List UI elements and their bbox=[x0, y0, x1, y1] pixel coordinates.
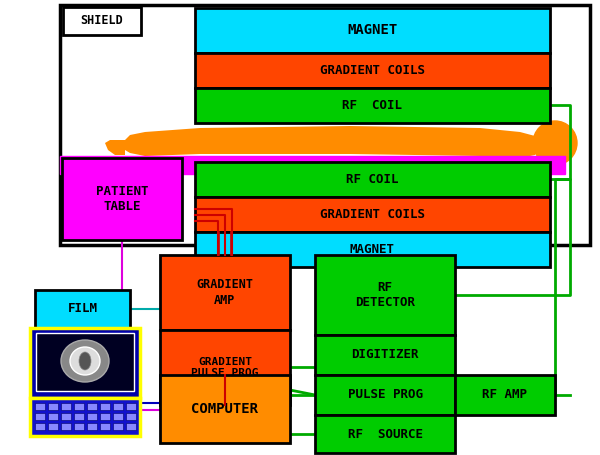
Text: RF COIL: RF COIL bbox=[346, 173, 399, 186]
Ellipse shape bbox=[61, 340, 109, 382]
Bar bbox=[160, 255, 290, 330]
Bar bbox=[30, 398, 140, 436]
Bar bbox=[35, 403, 45, 410]
Bar bbox=[113, 413, 123, 420]
Text: DIGITIZER: DIGITIZER bbox=[351, 349, 419, 362]
Text: MAGNET: MAGNET bbox=[347, 24, 398, 37]
Bar bbox=[315, 255, 455, 335]
Polygon shape bbox=[105, 140, 125, 155]
Circle shape bbox=[533, 121, 577, 165]
Bar bbox=[60, 5, 590, 245]
Text: RF  SOURCE: RF SOURCE bbox=[347, 428, 422, 440]
Text: SHIELD: SHIELD bbox=[80, 15, 124, 27]
Bar bbox=[74, 413, 84, 420]
Bar bbox=[100, 413, 110, 420]
Bar bbox=[61, 423, 71, 430]
Bar bbox=[61, 403, 71, 410]
Bar bbox=[48, 403, 58, 410]
Bar bbox=[35, 423, 45, 430]
Text: GRADIENT COILS: GRADIENT COILS bbox=[320, 64, 425, 77]
Bar bbox=[87, 423, 97, 430]
Bar bbox=[195, 53, 550, 88]
Bar bbox=[62, 158, 182, 240]
Bar bbox=[195, 88, 550, 123]
Bar bbox=[315, 335, 455, 375]
Text: GRADIENT
PULSE PROG: GRADIENT PULSE PROG bbox=[191, 357, 259, 378]
Bar bbox=[74, 423, 84, 430]
Text: PATIENT
TABLE: PATIENT TABLE bbox=[96, 185, 148, 213]
Text: RF AMP: RF AMP bbox=[482, 389, 527, 401]
Bar bbox=[60, 156, 565, 174]
Text: GRADIENT COILS: GRADIENT COILS bbox=[320, 208, 425, 221]
Polygon shape bbox=[125, 126, 540, 158]
Text: RF
DETECTOR: RF DETECTOR bbox=[355, 281, 415, 309]
Text: MAGNET: MAGNET bbox=[350, 243, 395, 256]
Bar bbox=[61, 413, 71, 420]
Bar bbox=[74, 403, 84, 410]
Bar bbox=[48, 423, 58, 430]
Text: COMPUTER: COMPUTER bbox=[191, 402, 259, 416]
Bar bbox=[160, 375, 290, 443]
Bar bbox=[48, 413, 58, 420]
Text: PULSE PROG: PULSE PROG bbox=[347, 389, 422, 401]
Bar bbox=[100, 403, 110, 410]
Bar bbox=[87, 413, 97, 420]
Bar bbox=[63, 7, 141, 35]
Bar bbox=[35, 290, 130, 328]
Bar bbox=[30, 328, 140, 398]
Bar bbox=[35, 413, 45, 420]
Bar bbox=[195, 232, 550, 267]
Bar bbox=[195, 197, 550, 232]
Bar bbox=[113, 423, 123, 430]
Bar bbox=[126, 413, 136, 420]
Bar bbox=[100, 423, 110, 430]
Bar bbox=[315, 375, 455, 415]
Bar bbox=[195, 162, 550, 197]
Bar bbox=[315, 415, 455, 453]
Ellipse shape bbox=[70, 347, 100, 375]
Bar bbox=[126, 403, 136, 410]
Bar bbox=[126, 423, 136, 430]
Text: GRADIENT
AMP: GRADIENT AMP bbox=[197, 278, 254, 307]
Bar bbox=[113, 403, 123, 410]
Text: RF  COIL: RF COIL bbox=[343, 99, 403, 112]
Bar bbox=[160, 330, 290, 405]
Bar bbox=[87, 403, 97, 410]
Bar bbox=[36, 333, 134, 391]
Bar bbox=[195, 8, 550, 53]
Text: FILM: FILM bbox=[67, 303, 97, 315]
Bar bbox=[455, 375, 555, 415]
Ellipse shape bbox=[79, 352, 91, 370]
